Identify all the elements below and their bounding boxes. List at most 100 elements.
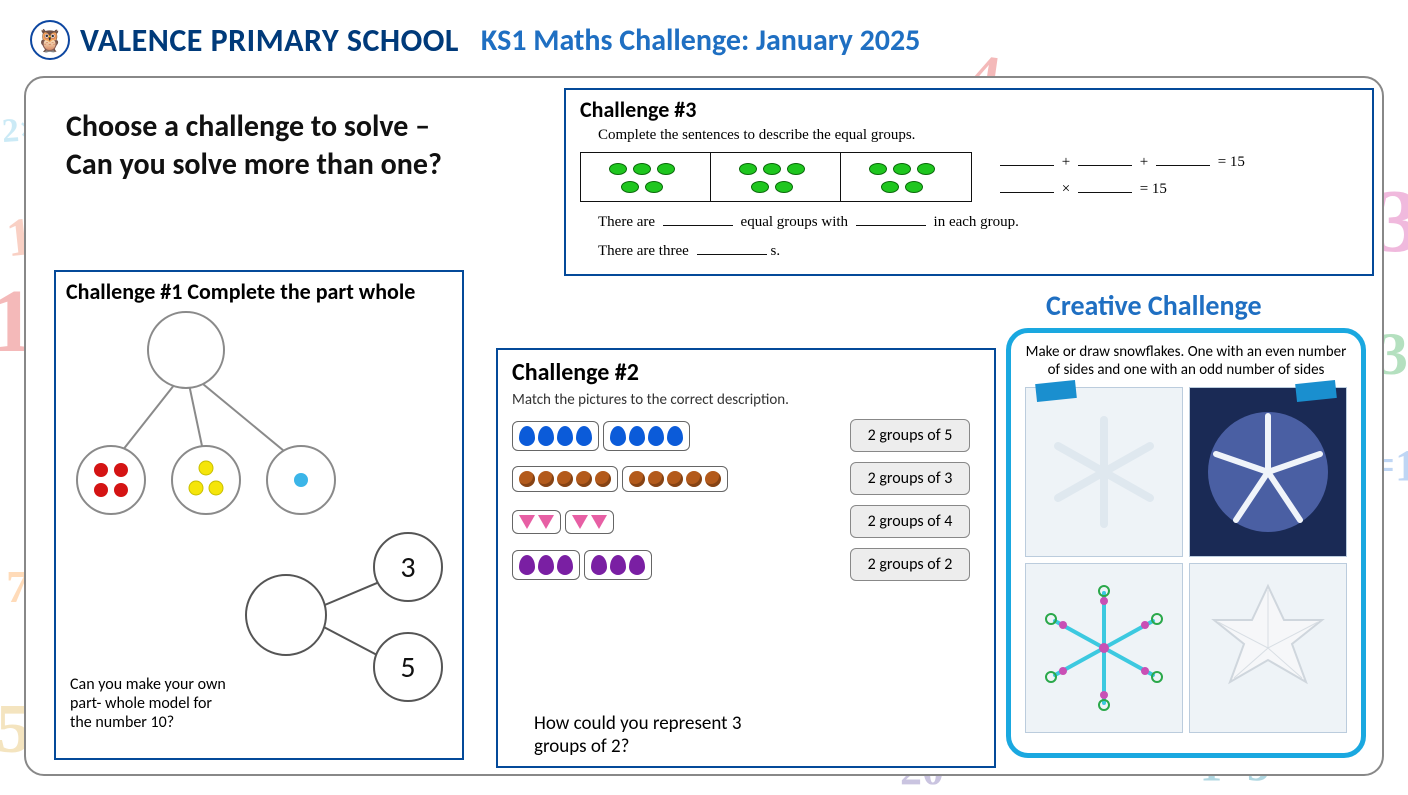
match-row: 2 groups of 5 [512, 419, 980, 452]
equal-groups-box [580, 152, 972, 202]
part-value-5: 5 [400, 649, 415, 686]
ball-icon [519, 471, 535, 487]
challenge-1-box: Challenge #1 Complete the part whole [54, 270, 464, 760]
challenge-2-instruction: Match the pictures to the correct descri… [512, 391, 980, 409]
intro-line2: Can you solve more than one? [66, 146, 442, 184]
oval-icon [787, 163, 805, 175]
picture-groups [512, 466, 728, 492]
balloon-icon [576, 426, 592, 446]
challenge-1-title: Challenge #1 Complete the part whole [56, 272, 462, 305]
picture-group [512, 550, 580, 580]
page-subtitle: KS1 Maths Challenge: January 2025 [481, 22, 921, 59]
sentence-2: There are three s. [598, 241, 1358, 260]
picture-group [512, 510, 561, 534]
addition-equation: + + = 15 [996, 152, 1245, 171]
oval-icon [621, 181, 639, 193]
ball-icon [557, 471, 573, 487]
oval-icon [739, 163, 757, 175]
group-label: 2 groups of 3 [850, 462, 970, 495]
oval-icon [519, 555, 535, 575]
picture-group [565, 510, 614, 534]
balloon-icon [557, 426, 573, 446]
balloon-icon [648, 426, 664, 446]
intro-text: Choose a challenge to solve – Can you so… [66, 108, 442, 183]
match-row: 2 groups of 3 [512, 462, 980, 495]
oval-icon [917, 163, 935, 175]
owl-icon: 🦉 [36, 27, 63, 54]
gem-icon [538, 515, 554, 529]
group-label: 2 groups of 4 [850, 505, 970, 538]
picture-group [622, 466, 728, 492]
creative-heading: Creative Challenge [1046, 288, 1262, 323]
snowflake-4 [1189, 563, 1347, 733]
challenge-3-title: Challenge #3 [580, 96, 1358, 123]
ball-icon [538, 471, 554, 487]
picture-group [584, 550, 652, 580]
oval-icon [629, 555, 645, 575]
balloon-icon [629, 426, 645, 446]
challenge-1-question: Can you make your own part- whole model … [70, 675, 230, 732]
equal-group-cell [581, 153, 711, 201]
creative-text: Make or draw snowflakes. One with an eve… [1025, 343, 1347, 379]
oval-icon [557, 555, 573, 575]
sentence-1: There are equal groups with in each grou… [598, 212, 1358, 231]
page-header: 🦉 VALENCE PRIMARY SCHOOL KS1 Maths Chall… [0, 0, 1408, 70]
gem-icon [591, 515, 607, 529]
main-panel: Choose a challenge to solve – Can you so… [24, 76, 1384, 776]
challenge-2-title: Challenge #2 [512, 358, 980, 387]
ball-icon [705, 471, 721, 487]
snowflake-grid [1025, 387, 1347, 733]
challenge-3-box: Challenge #3 Complete the sentences to d… [564, 88, 1374, 276]
balloon-icon [519, 426, 535, 446]
equal-group-cell [841, 153, 971, 201]
oval-icon [775, 181, 793, 193]
part-value-3: 3 [400, 549, 415, 586]
equations: + + = 15 × = 15 [996, 152, 1245, 198]
group-label: 2 groups of 2 [850, 548, 970, 581]
oval-icon [645, 181, 663, 193]
snowflake-1 [1025, 387, 1183, 557]
picture-group [512, 421, 599, 451]
picture-group [603, 421, 690, 451]
picture-group [512, 466, 618, 492]
gem-icon [519, 515, 535, 529]
challenge-2-question: How could you represent 3 groups of 2? [534, 712, 764, 758]
oval-icon [633, 163, 651, 175]
ball-icon [648, 471, 664, 487]
balloon-icon [538, 426, 554, 446]
oval-icon [591, 555, 607, 575]
oval-icon [610, 555, 626, 575]
challenge-2-box: Challenge #2 Match the pictures to the c… [496, 348, 996, 768]
intro-line1: Choose a challenge to solve – [66, 108, 442, 146]
balloon-icon [610, 426, 626, 446]
oval-icon [538, 555, 554, 575]
picture-groups [512, 510, 614, 534]
school-name: VALENCE PRIMARY SCHOOL [80, 21, 459, 60]
school-logo-icon: 🦉 [30, 20, 70, 60]
match-row: 2 groups of 2 [512, 548, 980, 581]
equal-group-cell [711, 153, 841, 201]
oval-icon [657, 163, 675, 175]
ball-icon [576, 471, 592, 487]
group-label: 2 groups of 5 [850, 419, 970, 452]
creative-box: Make or draw snowflakes. One with an eve… [1006, 328, 1366, 758]
picture-groups [512, 421, 690, 451]
oval-icon [893, 163, 911, 175]
oval-icon [869, 163, 887, 175]
ball-icon [667, 471, 683, 487]
multiplication-equation: × = 15 [996, 179, 1245, 198]
ball-icon [629, 471, 645, 487]
challenge-3-instruction: Complete the sentences to describe the e… [598, 127, 1358, 144]
gem-icon [572, 515, 588, 529]
match-row: 2 groups of 4 [512, 505, 980, 538]
ball-icon [686, 471, 702, 487]
snowflake-3 [1025, 563, 1183, 733]
oval-icon [751, 181, 769, 193]
oval-icon [881, 181, 899, 193]
oval-icon [609, 163, 627, 175]
picture-groups [512, 550, 652, 580]
snowflake-2 [1189, 387, 1347, 557]
oval-icon [905, 181, 923, 193]
balloon-icon [667, 426, 683, 446]
oval-icon [763, 163, 781, 175]
